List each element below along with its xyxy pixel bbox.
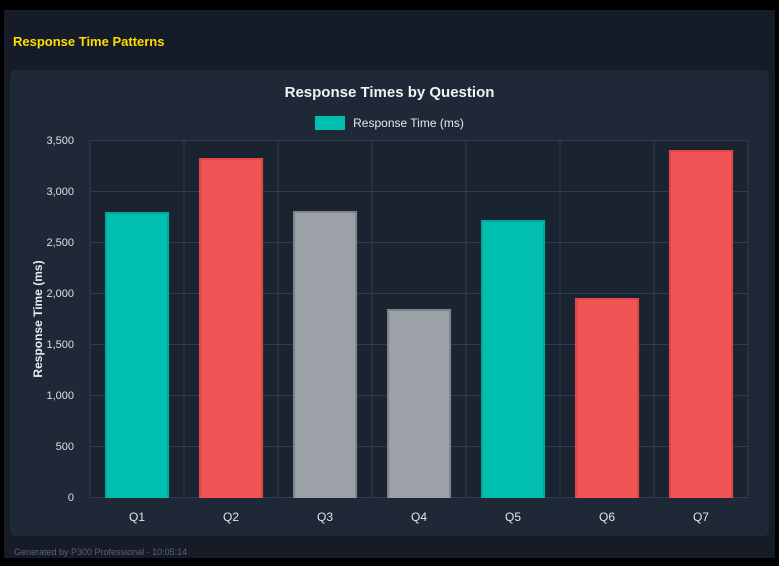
x-tick-label: Q4 bbox=[410, 510, 428, 524]
y-tick-label: 500 bbox=[55, 441, 74, 453]
chart-panel: Response Times by Question Response Time… bbox=[10, 70, 769, 536]
y-tick-label: 2,500 bbox=[46, 237, 74, 249]
bar-q4 bbox=[387, 309, 451, 498]
gridline-vertical bbox=[277, 141, 279, 498]
y-tick-label: 3,500 bbox=[46, 135, 74, 147]
bar-q6 bbox=[575, 298, 639, 498]
x-tick-label: Q2 bbox=[222, 510, 240, 524]
y-tick-label: 2,000 bbox=[46, 288, 74, 300]
x-tick-label: Q1 bbox=[128, 510, 146, 524]
y-tick-label: 0 bbox=[67, 492, 74, 504]
x-tick-label: Q6 bbox=[598, 510, 616, 524]
gridline-vertical bbox=[371, 141, 373, 498]
plot-area bbox=[89, 140, 749, 498]
gridline-vertical bbox=[465, 141, 467, 498]
x-tick-label: Q5 bbox=[504, 510, 522, 524]
legend-label: Response Time (ms) bbox=[353, 116, 464, 130]
gridline-vertical bbox=[653, 141, 655, 498]
y-tick-label: 1,000 bbox=[46, 390, 74, 402]
gridline-horizontal bbox=[90, 242, 748, 243]
bar-q2 bbox=[199, 158, 263, 498]
gridline-vertical bbox=[747, 141, 749, 498]
x-axis-labels: Q1 Q2 Q3 Q4 Q5 Q6 Q7 bbox=[90, 510, 748, 530]
x-tick-label: Q3 bbox=[316, 510, 334, 524]
chart-legend[interactable]: Response Time (ms) bbox=[10, 116, 769, 130]
bar-q3 bbox=[293, 211, 357, 498]
bar-q1 bbox=[105, 212, 169, 498]
gridline-vertical bbox=[559, 141, 561, 498]
legend-swatch bbox=[315, 116, 346, 130]
gridline-vertical bbox=[183, 141, 185, 498]
gridline-horizontal bbox=[90, 293, 748, 294]
y-tick-label: 1,500 bbox=[46, 339, 74, 351]
bar-q7 bbox=[669, 150, 733, 498]
footer-text: Generated by P300 Professional - 10:05:1… bbox=[14, 547, 188, 557]
x-tick-label: Q7 bbox=[692, 510, 709, 524]
bar-q5 bbox=[481, 219, 545, 498]
y-tick-label: 3,000 bbox=[46, 186, 74, 198]
gridline-vertical bbox=[89, 141, 91, 498]
app-content: Response Time Patterns Response Times by… bbox=[4, 10, 775, 558]
gridline-horizontal bbox=[90, 140, 748, 141]
page-title: Response Time Patterns bbox=[13, 34, 165, 49]
y-axis-ticks: 0 500 1,000 1,500 2,000 2,500 3,000 3,500 bbox=[10, 135, 82, 504]
chart-title: Response Times by Question bbox=[284, 84, 495, 101]
gridline-horizontal bbox=[90, 191, 748, 192]
